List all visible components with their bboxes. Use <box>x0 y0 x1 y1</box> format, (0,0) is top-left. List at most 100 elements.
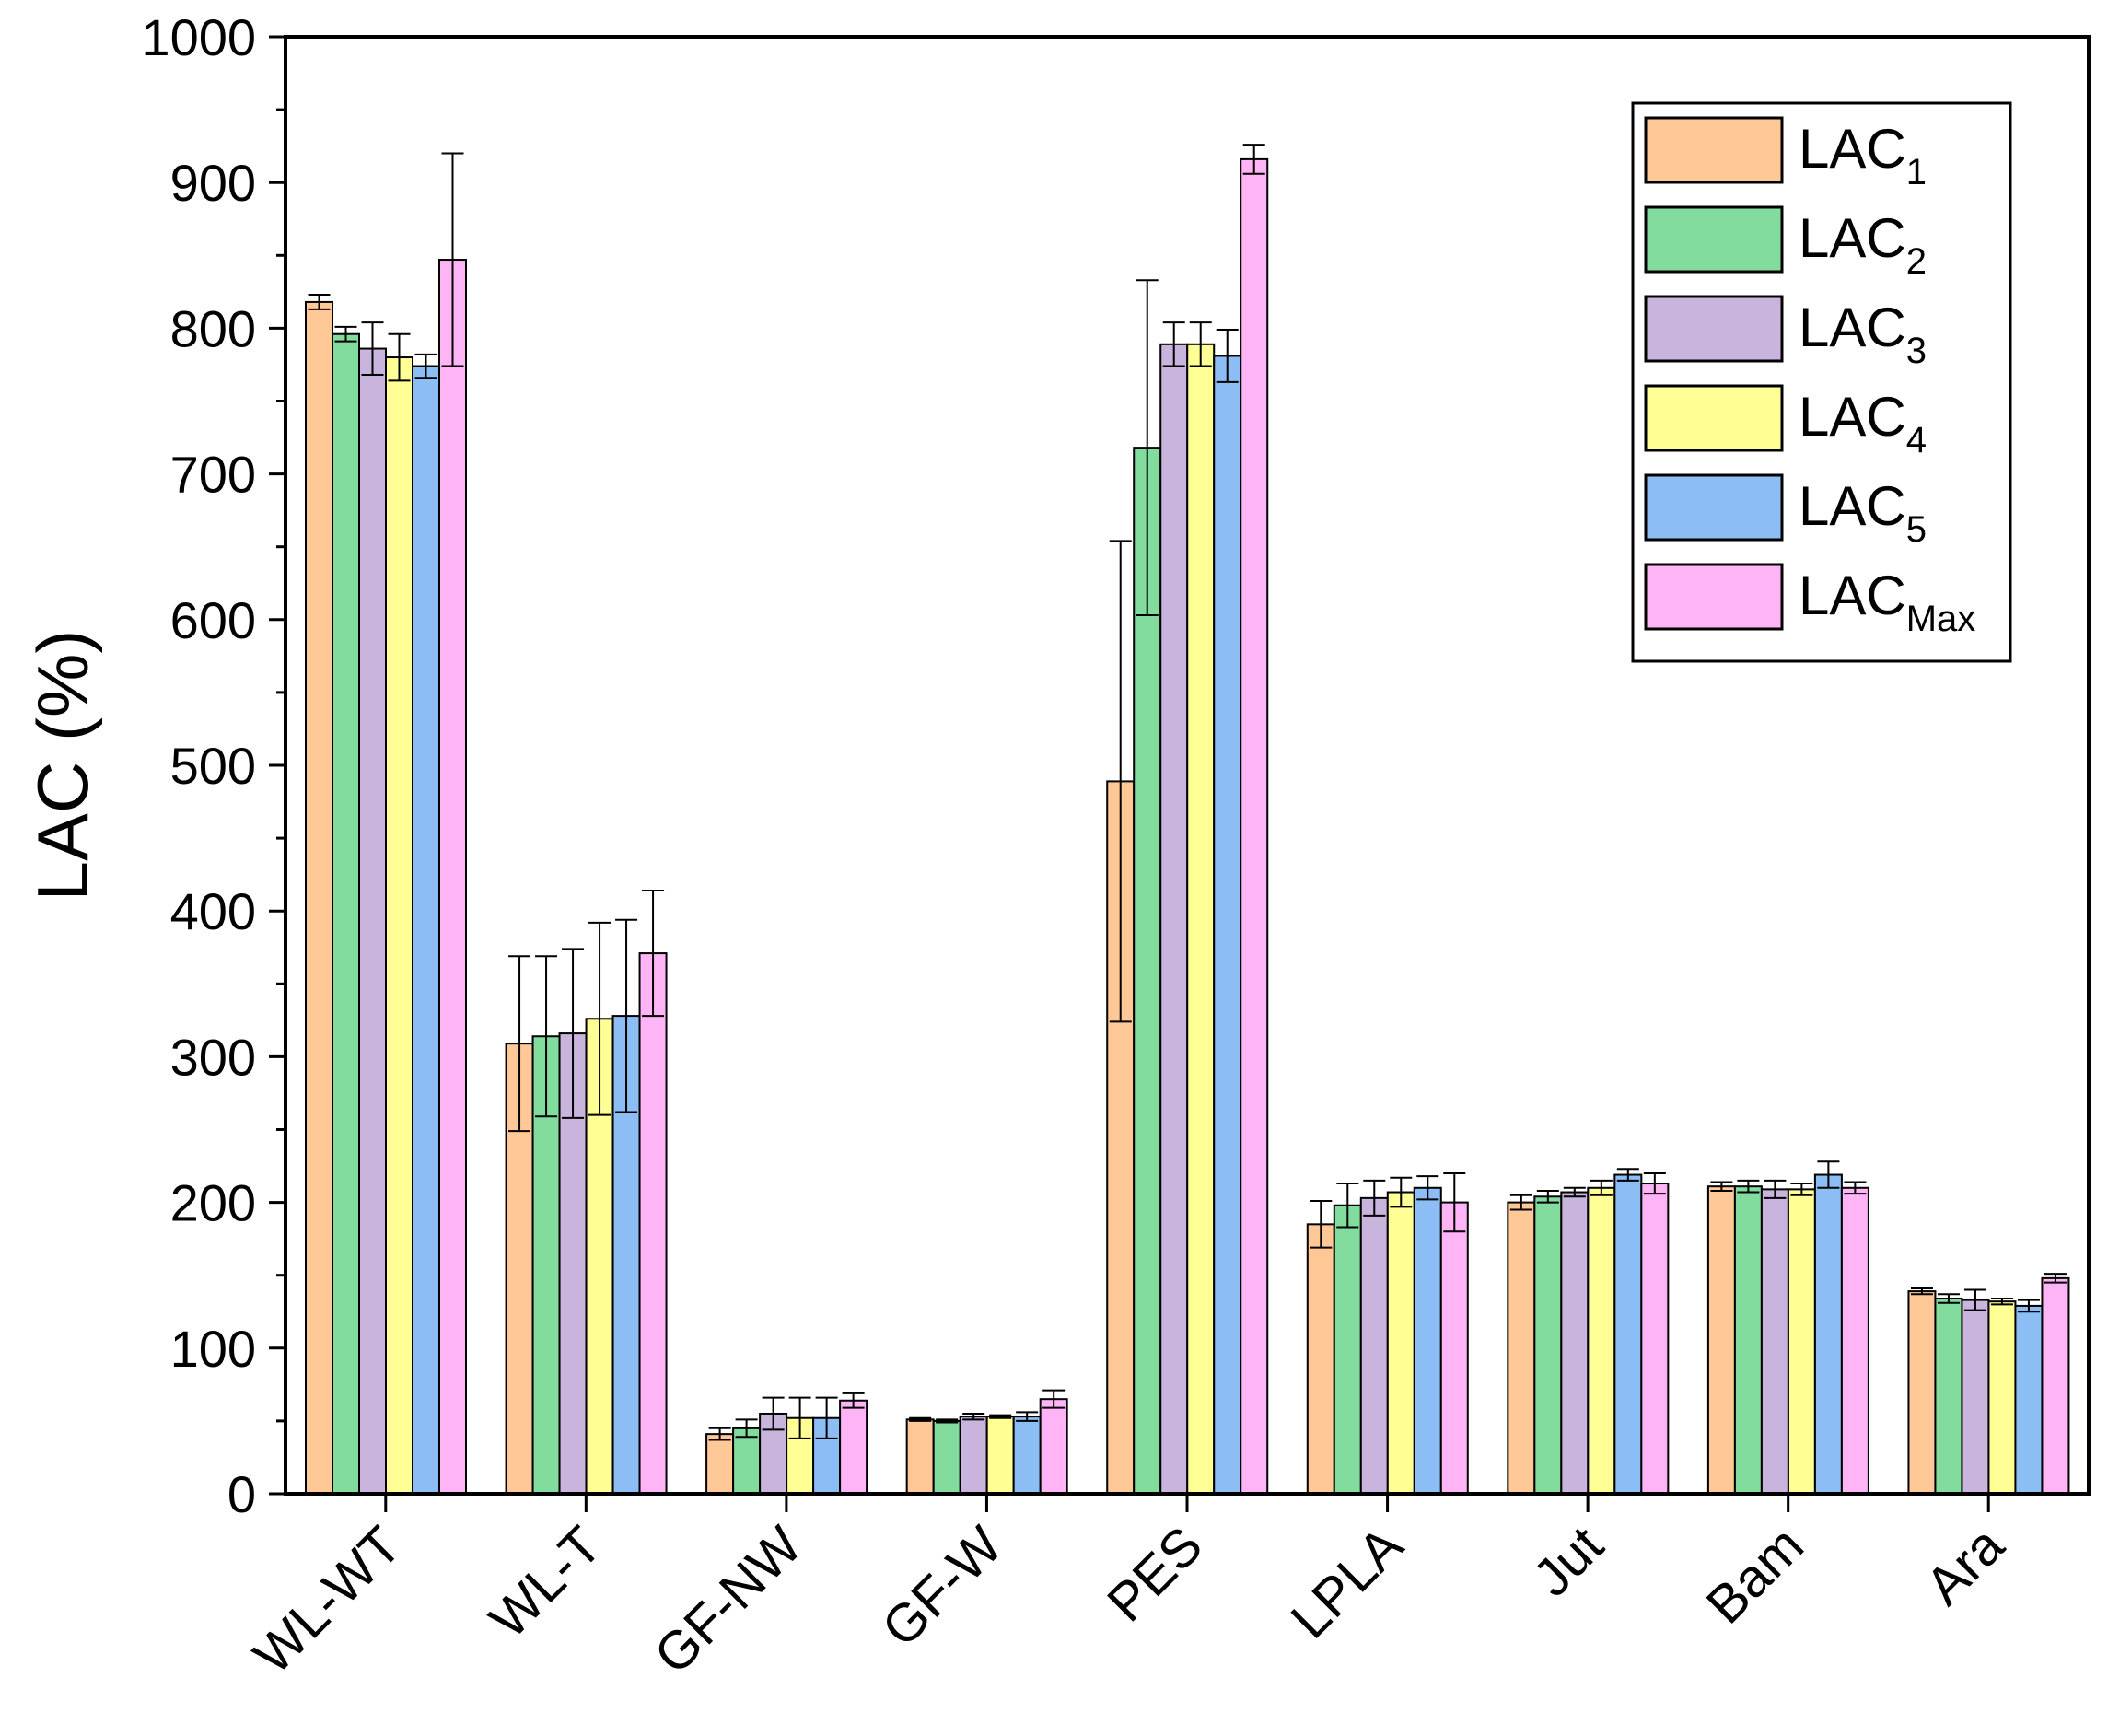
bar-lac3-pes <box>1159 343 1189 1495</box>
error-bar-lac5-gf-nw <box>815 1396 838 1439</box>
error-bar-lacmax-bam <box>1844 1181 1867 1195</box>
bar-lac1-ara <box>1907 1290 1937 1496</box>
error-bar-lacmax-wl-wt <box>441 152 464 367</box>
error-bar-lac1-bam <box>1710 1181 1733 1192</box>
error-bar-lacmax-gf-w <box>1042 1389 1066 1409</box>
bar-lac4-lpla <box>1386 1191 1415 1495</box>
error-bar-lac5-wl-wt <box>414 353 437 379</box>
error-bar-lacmax-jut <box>1643 1171 1666 1195</box>
error-bar-lacmax-ara <box>2044 1273 2067 1284</box>
bar-lac1-gf-nw <box>705 1433 735 1495</box>
error-bar-lac5-lpla <box>1416 1175 1439 1201</box>
x-tick-label-wl-t: WL-T <box>478 1515 612 1649</box>
error-bar-lac4-wl-wt <box>388 332 411 382</box>
x-tick-label-lpla: LPLA <box>1279 1515 1415 1650</box>
error-bar-lac1-gf-nw <box>708 1427 731 1441</box>
error-bar-lac3-ara <box>1963 1288 1986 1311</box>
bar-lacmax-lpla <box>1439 1201 1469 1495</box>
bar-lac4-wl-wt <box>385 356 413 1495</box>
bar-lac4-bam <box>1787 1188 1816 1496</box>
error-bar-lacmax-wl-t <box>642 890 665 1018</box>
bar-lac3-bam <box>1760 1188 1789 1496</box>
bar-lacmax-pes <box>1240 157 1269 1496</box>
legend-swatch <box>1644 295 1784 363</box>
y-tick-label: 800 <box>170 299 256 357</box>
legend-swatch <box>1644 116 1784 184</box>
legend-label-base: LAC <box>1799 118 1906 180</box>
bar-lac4-pes <box>1186 343 1216 1495</box>
legend-label-subscript: 4 <box>1906 420 1927 460</box>
legend-label-base: LAC <box>1799 386 1906 448</box>
bar-lac4-jut <box>1587 1186 1616 1496</box>
error-bar-lac1-pes <box>1109 540 1132 1023</box>
y-tick-label: 900 <box>170 154 256 212</box>
x-tick-label-pes: PES <box>1096 1515 1214 1633</box>
bar-lac3-lpla <box>1359 1196 1389 1495</box>
error-bar-lac3-pes <box>1162 321 1185 367</box>
legend-label: LAC5 <box>1799 475 1927 550</box>
error-bar-lac4-gf-w <box>989 1414 1012 1419</box>
y-tick-label: 300 <box>170 1028 256 1086</box>
error-bar-lac3-wl-t <box>562 948 585 1119</box>
legend-item-lac3: LAC3 <box>1644 295 1927 371</box>
legend-label-base: LAC <box>1799 297 1906 358</box>
error-bar-lac4-gf-nw <box>788 1396 811 1439</box>
error-bar-lac2-pes <box>1136 279 1159 617</box>
error-bar-lac3-gf-w <box>962 1412 985 1421</box>
error-bar-lac4-pes <box>1189 321 1212 367</box>
x-tick-label-gf-w: GF-W <box>870 1515 1013 1658</box>
error-bar-lac5-wl-t <box>615 918 638 1113</box>
bar-lac4-ara <box>1987 1300 2017 1496</box>
error-bar-lac4-lpla <box>1390 1176 1413 1208</box>
error-bar-lac2-wl-wt <box>334 325 357 343</box>
error-bar-lac3-gf-nw <box>762 1396 785 1431</box>
error-bar-lac3-jut <box>1563 1186 1586 1198</box>
error-bar-lac2-gf-w <box>936 1418 959 1424</box>
legend-swatch <box>1644 473 1784 542</box>
bar-lacmax-wl-wt <box>438 259 467 1495</box>
x-tick-label-gf-nw: GF-NW <box>643 1515 813 1685</box>
bar-lac5-jut <box>1613 1173 1643 1495</box>
error-bar-lac5-bam <box>1817 1160 1840 1189</box>
bar-lac5-pes <box>1213 355 1242 1495</box>
bar-lac4-gf-w <box>985 1416 1015 1496</box>
legend-swatch <box>1644 384 1784 452</box>
error-bar-lac5-gf-w <box>1016 1411 1039 1422</box>
legend-label-base: LAC <box>1799 207 1906 269</box>
bar-lac3-jut <box>1560 1191 1590 1495</box>
bar-lac2-lpla <box>1333 1204 1362 1496</box>
y-tick-label: 500 <box>170 737 256 795</box>
bar-lac5-ara <box>2014 1304 2044 1495</box>
bar-lac2-jut <box>1533 1195 1563 1495</box>
bar-lac2-ara <box>1934 1298 1963 1495</box>
error-bar-lac3-lpla <box>1363 1179 1386 1217</box>
bar-lac5-gf-w <box>1012 1416 1042 1496</box>
legend-label: LAC3 <box>1799 297 1927 371</box>
x-tick-label-wl-wt: WL-WT <box>242 1515 413 1685</box>
y-tick-label: 1000 <box>141 8 256 66</box>
error-bar-lac2-lpla <box>1336 1183 1359 1229</box>
error-bar-lac1-ara <box>1910 1287 1933 1296</box>
error-bar-lac4-bam <box>1790 1183 1813 1196</box>
error-bar-lacmax-lpla <box>1443 1171 1466 1233</box>
legend-swatch <box>1644 563 1784 631</box>
y-axis-title: LAC (%) <box>22 630 103 902</box>
bar-lac5-wl-wt <box>412 365 440 1496</box>
error-bar-lac1-gf-w <box>909 1416 932 1422</box>
error-bar-lac1-wl-wt <box>308 294 331 310</box>
bar-lac2-wl-wt <box>332 332 360 1495</box>
bar-lac2-gf-nw <box>732 1427 762 1496</box>
error-bar-lac3-bam <box>1764 1179 1787 1199</box>
legend-item-lac1: LAC1 <box>1644 116 1927 192</box>
legend-item-lac4: LAC4 <box>1644 384 1927 460</box>
error-bar-lac4-jut <box>1590 1179 1613 1196</box>
bar-lacmax-gf-w <box>1039 1398 1068 1496</box>
x-tick-label-bam: Bam <box>1695 1515 1815 1635</box>
error-bar-lac1-jut <box>1509 1194 1532 1211</box>
bar-lacmax-gf-nw <box>839 1399 868 1495</box>
error-bar-lac3-wl-wt <box>361 321 384 377</box>
y-tick-label: 200 <box>170 1174 256 1232</box>
